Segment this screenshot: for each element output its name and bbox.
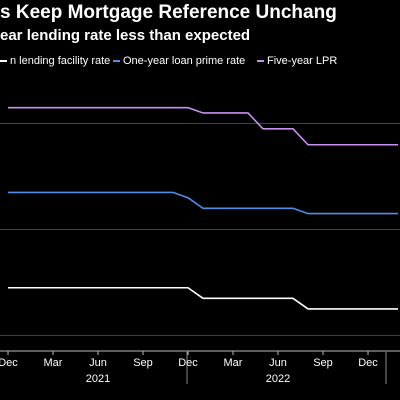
chart-title: s Keep Mortgage Reference Unchang	[0, 2, 337, 23]
series-line	[8, 191, 398, 215]
legend-label: Five-year LPR	[267, 55, 337, 67]
year-label: 2021	[86, 373, 110, 385]
legend-label: One-year loan prime rate	[123, 55, 245, 67]
x-tick-label: Mar	[44, 357, 63, 369]
x-tick-label: Mar	[224, 357, 243, 369]
x-tick-label: Dec	[358, 357, 378, 369]
x-tick-label: Jun	[269, 357, 287, 369]
x-tick-label: Sep	[133, 357, 153, 369]
x-tick-label: Sep	[313, 357, 333, 369]
year-label: 2022	[266, 373, 290, 385]
x-tick-label: Dec	[0, 357, 18, 369]
x-tick-label: Dec	[178, 357, 198, 369]
series-line	[8, 106, 398, 146]
x-tick-label: Jun	[89, 357, 107, 369]
series-line	[8, 286, 398, 310]
chart-subtitle: ear lending rate less than expected	[0, 27, 250, 44]
legend-label: n lending facility rate	[10, 55, 110, 67]
